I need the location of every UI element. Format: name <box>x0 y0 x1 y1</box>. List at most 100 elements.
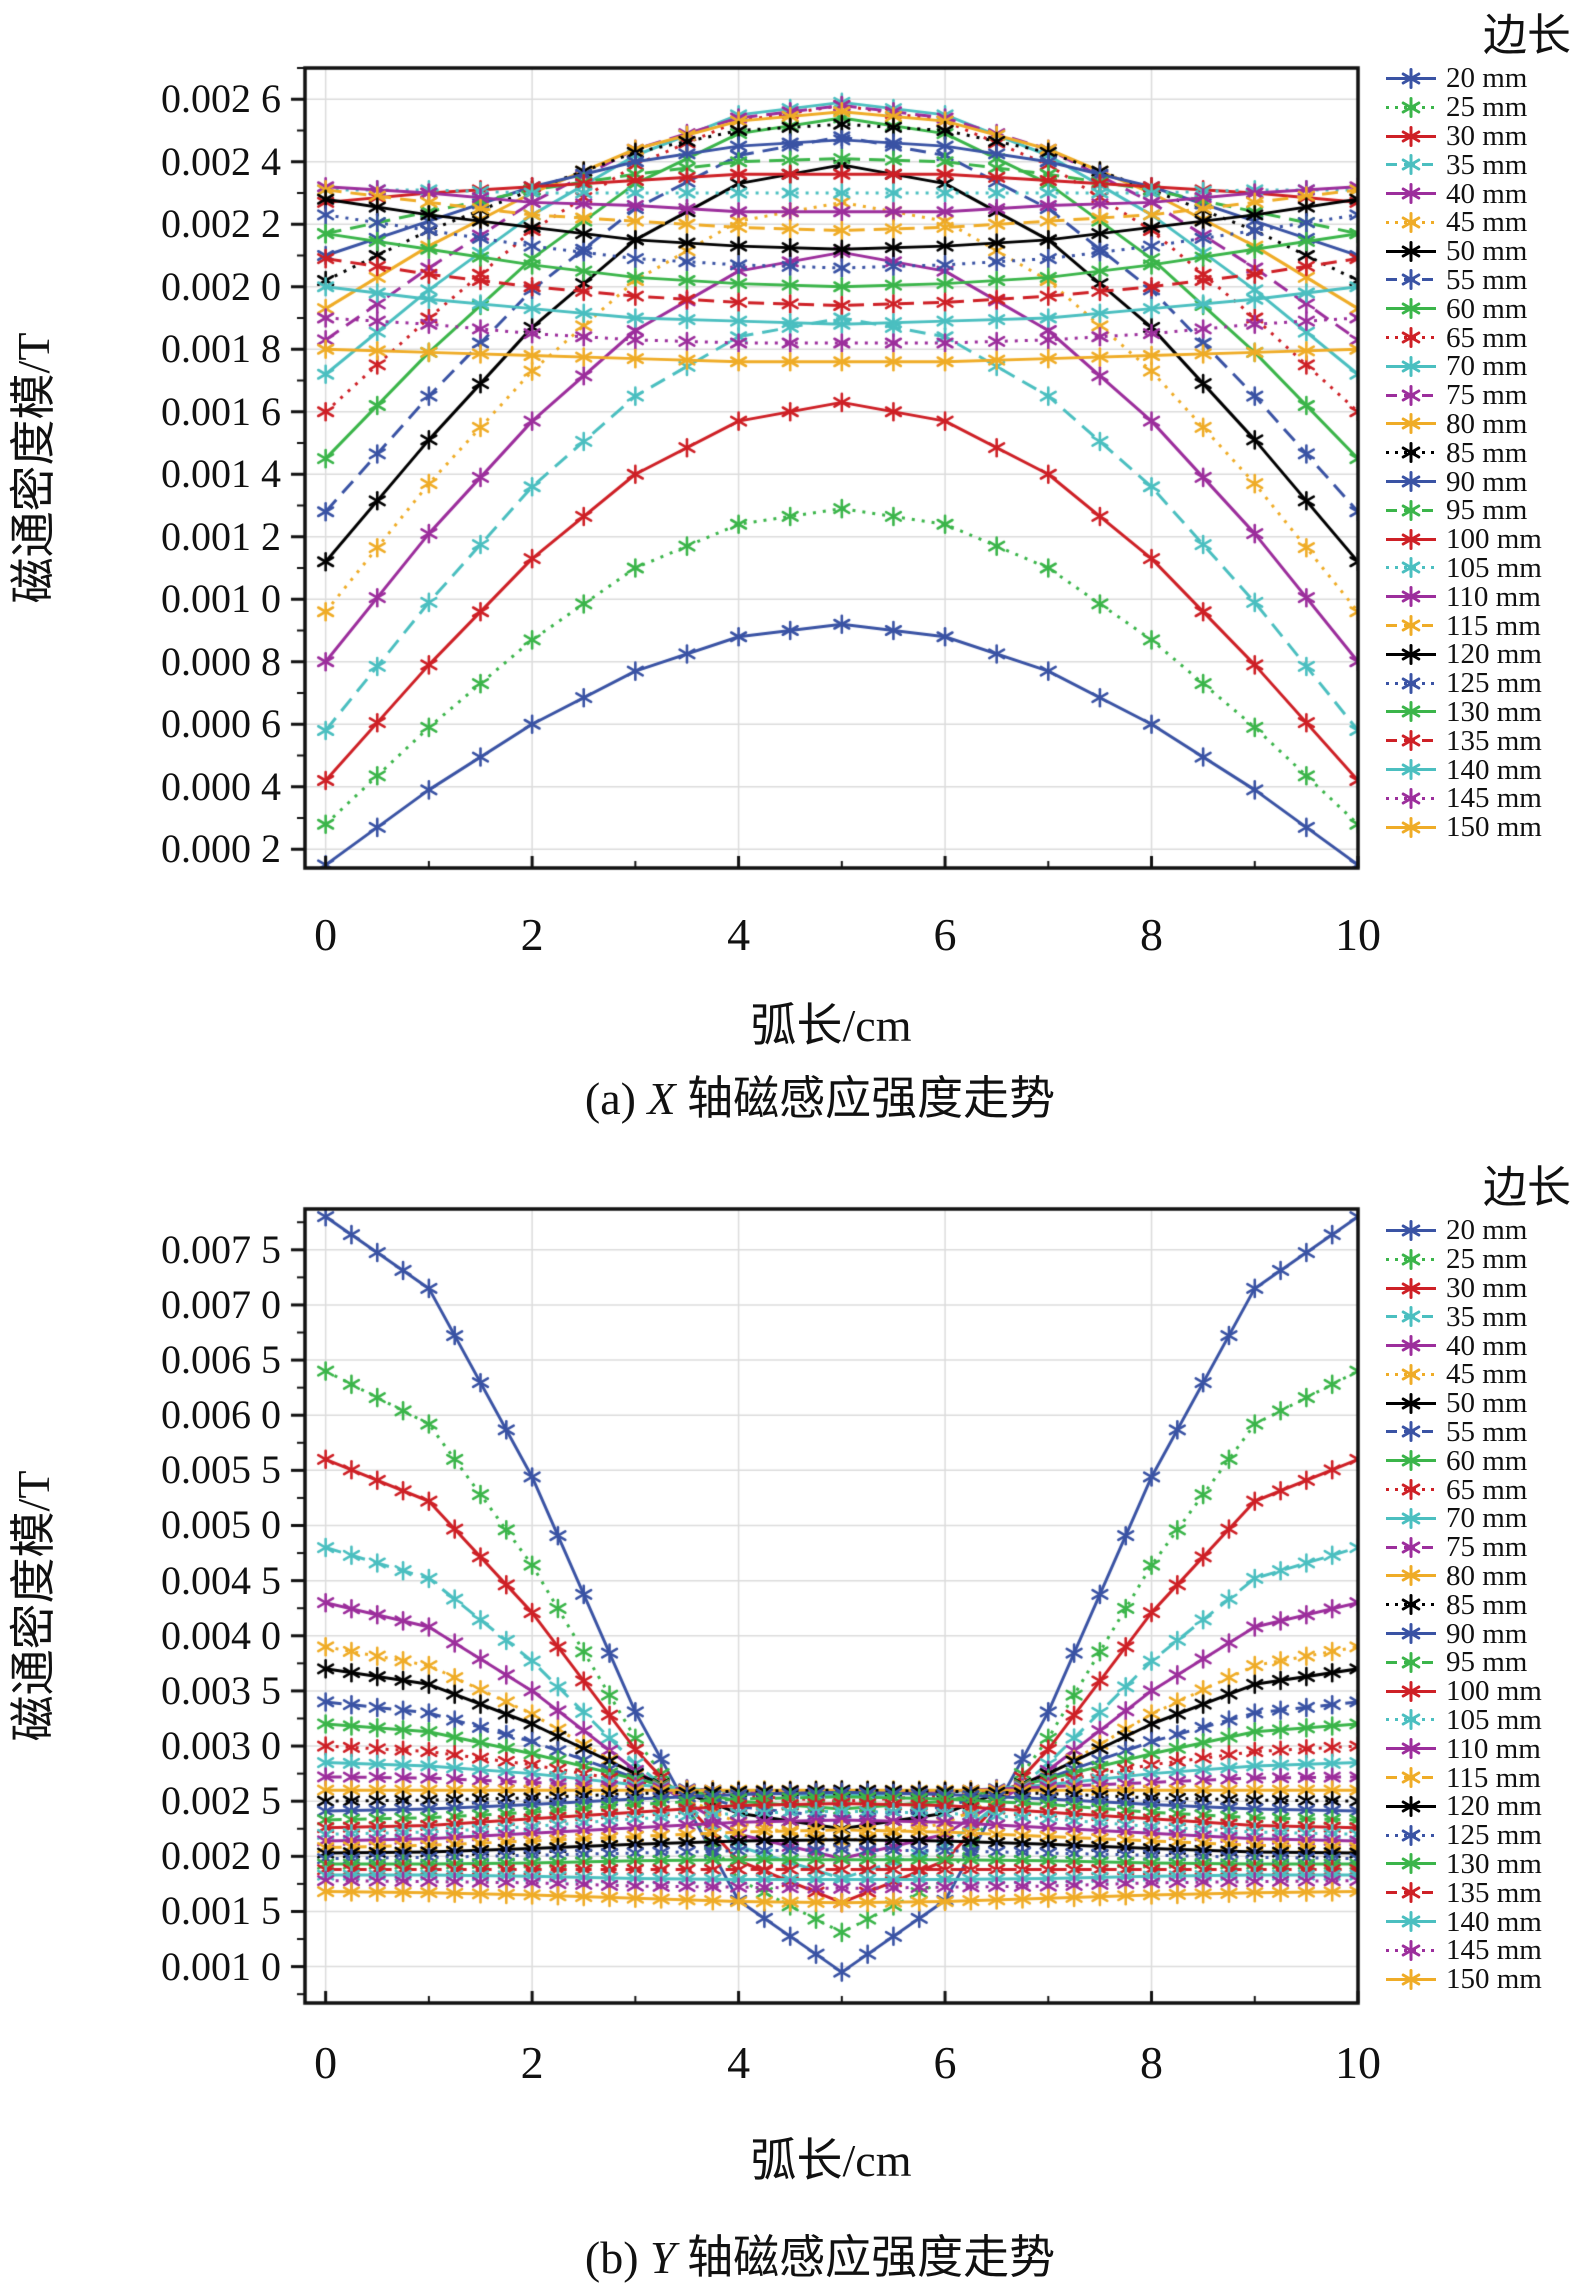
legend-line-asterisk-marker-icon <box>1386 1306 1436 1328</box>
legend-entry-label: 25 mm <box>1446 91 1528 124</box>
legend-entry-label: 95 mm <box>1446 494 1528 527</box>
legend-line-asterisk-marker-icon <box>1386 672 1436 694</box>
legend-line-asterisk-marker-icon <box>1386 1738 1436 1760</box>
legend-line-asterisk-marker-icon <box>1386 1824 1436 1846</box>
fig-b-caption: (b) Y 轴磁感应强度走势 <box>585 2221 1055 2287</box>
legend-entry: 55 mm <box>1383 265 1575 294</box>
legend-line-asterisk-marker-icon <box>1386 442 1436 464</box>
fig-b-legend-title: 边长 <box>1483 1163 1571 1212</box>
legend-entry-label: 40 mm <box>1446 177 1528 210</box>
fig-b-legend-list: 20 mm 25 mm 30 mm 35 mm 40 mm 45 mm 50 mm 55 mm… <box>1383 1216 1575 1994</box>
y-tick-label: 0.001 0 <box>161 576 281 622</box>
legend-entry: 35 mm <box>1383 150 1575 179</box>
fig-a-caption: (a) X 轴磁感应强度走势 <box>585 1062 1055 1128</box>
fig-b-x-axis-title: 弧长/cm <box>750 2135 912 2186</box>
legend-entry: 45 mm <box>1383 208 1575 237</box>
legend-line-asterisk-marker-icon <box>1386 643 1436 665</box>
legend-entry-label: 100 mm <box>1446 523 1542 556</box>
legend-entry-label: 20 mm <box>1446 62 1528 95</box>
y-tick-label: 0.002 6 <box>161 76 281 122</box>
legend-line-asterisk-marker-icon <box>1386 1853 1436 1875</box>
legend-entry-label: 70 mm <box>1446 350 1528 383</box>
legend-entry: 135 mm <box>1383 1878 1575 1907</box>
legend-line-asterisk-marker-icon <box>1386 1392 1436 1414</box>
legend-entry: 140 mm <box>1383 755 1575 784</box>
legend-entry: 105 mm <box>1383 1705 1575 1734</box>
legend-entry: 60 mm <box>1383 1446 1575 1475</box>
legend-entry: 30 mm <box>1383 121 1575 150</box>
y-tick-label: 0.002 5 <box>161 1778 281 1824</box>
legend-entry-label: 115 mm <box>1446 1761 1541 1794</box>
legend-entry: 100 mm <box>1383 1677 1575 1706</box>
legend-entry: 150 mm <box>1383 1965 1575 1994</box>
y-tick-label: 0.004 5 <box>161 1557 281 1603</box>
legend-line-asterisk-marker-icon <box>1386 1651 1436 1673</box>
y-tick-label: 0.006 0 <box>161 1392 281 1438</box>
legend-entry: 20 mm <box>1383 64 1575 93</box>
legend-entry-label: 120 mm <box>1446 638 1542 671</box>
legend-entry-label: 60 mm <box>1446 292 1528 325</box>
legend-line-asterisk-marker-icon <box>1386 471 1436 493</box>
legend-entry-label: 85 mm <box>1446 436 1528 469</box>
x-tick-label: 6 <box>933 2037 957 2088</box>
legend-entry-label: 110 mm <box>1446 1732 1541 1765</box>
legend-entry: 95 mm <box>1383 1648 1575 1677</box>
legend-entry-label: 140 mm <box>1446 753 1542 786</box>
legend-entry: 120 mm <box>1383 1792 1575 1821</box>
y-tick-label: 0.003 5 <box>161 1667 281 1713</box>
x-tick-label: 10 <box>1335 2037 1381 2088</box>
legend-line-asterisk-marker-icon <box>1386 125 1436 147</box>
legend-entry: 125 mm <box>1383 669 1575 698</box>
legend-line-asterisk-marker-icon <box>1386 1795 1436 1817</box>
legend-line-asterisk-marker-icon <box>1386 96 1436 118</box>
x-tick-label: 0 <box>314 909 338 960</box>
legend-entry-label: 40 mm <box>1446 1329 1528 1362</box>
legend-entry-label: 45 mm <box>1446 1358 1528 1391</box>
legend-line-asterisk-marker-icon <box>1386 211 1436 233</box>
legend-entry-label: 50 mm <box>1446 235 1528 268</box>
legend-entry-label: 125 mm <box>1446 667 1542 700</box>
fig-a-caption-prefix: (a) <box>584 1073 648 1124</box>
legend-entry-label: 80 mm <box>1446 407 1528 440</box>
fig-a-chart-canvas <box>285 48 1375 888</box>
legend-line-asterisk-marker-icon <box>1386 327 1436 349</box>
legend-line-asterisk-marker-icon <box>1386 499 1436 521</box>
legend-line-asterisk-marker-icon <box>1386 298 1436 320</box>
y-tick-label: 0.002 0 <box>161 263 281 309</box>
legend-entry-label: 130 mm <box>1446 1847 1542 1880</box>
legend-line-asterisk-marker-icon <box>1386 355 1436 377</box>
legend-line-asterisk-marker-icon <box>1386 787 1436 809</box>
legend-entry: 100 mm <box>1383 525 1575 554</box>
legend-line-asterisk-marker-icon <box>1386 1479 1436 1501</box>
legend-line-asterisk-marker-icon <box>1386 1421 1436 1443</box>
legend-entry: 30 mm <box>1383 1273 1575 1302</box>
legend-entry: 65 mm <box>1383 323 1575 352</box>
y-tick-label: 0.001 6 <box>161 388 281 434</box>
legend-line-asterisk-marker-icon <box>1386 1565 1436 1587</box>
legend-entry-label: 130 mm <box>1446 695 1542 728</box>
legend-entry: 60 mm <box>1383 294 1575 323</box>
legend-entry-label: 25 mm <box>1446 1243 1528 1276</box>
legend-line-asterisk-marker-icon <box>1386 240 1436 262</box>
legend-line-asterisk-marker-icon <box>1386 154 1436 176</box>
legend-line-asterisk-marker-icon <box>1386 1767 1436 1789</box>
fig-b-legend: 边长 20 mm 25 mm 30 mm 35 mm 40 mm 45 mm 50 mm 55… <box>1383 1160 1575 1994</box>
x-tick-label: 0 <box>314 2037 338 2088</box>
legend-entry-label: 60 mm <box>1446 1444 1528 1477</box>
x-tick-label: 6 <box>933 909 957 960</box>
legend-entry: 55 mm <box>1383 1417 1575 1446</box>
y-tick-label: 0.001 4 <box>161 451 281 497</box>
x-tick-label: 8 <box>1140 2037 1164 2088</box>
legend-entry-label: 65 mm <box>1446 321 1528 354</box>
fig-b-chart-canvas <box>285 1189 1375 2029</box>
x-tick-label: 4 <box>727 2037 751 2088</box>
y-tick-label: 0.007 0 <box>161 1281 281 1327</box>
y-tick-label: 0.003 0 <box>161 1723 281 1769</box>
x-tick-label: 4 <box>727 909 751 960</box>
legend-line-asterisk-marker-icon <box>1386 1335 1436 1357</box>
legend-entry-label: 80 mm <box>1446 1559 1528 1592</box>
legend-line-asterisk-marker-icon <box>1386 586 1436 608</box>
legend-entry: 145 mm <box>1383 784 1575 813</box>
legend-line-asterisk-marker-icon <box>1386 1623 1436 1645</box>
